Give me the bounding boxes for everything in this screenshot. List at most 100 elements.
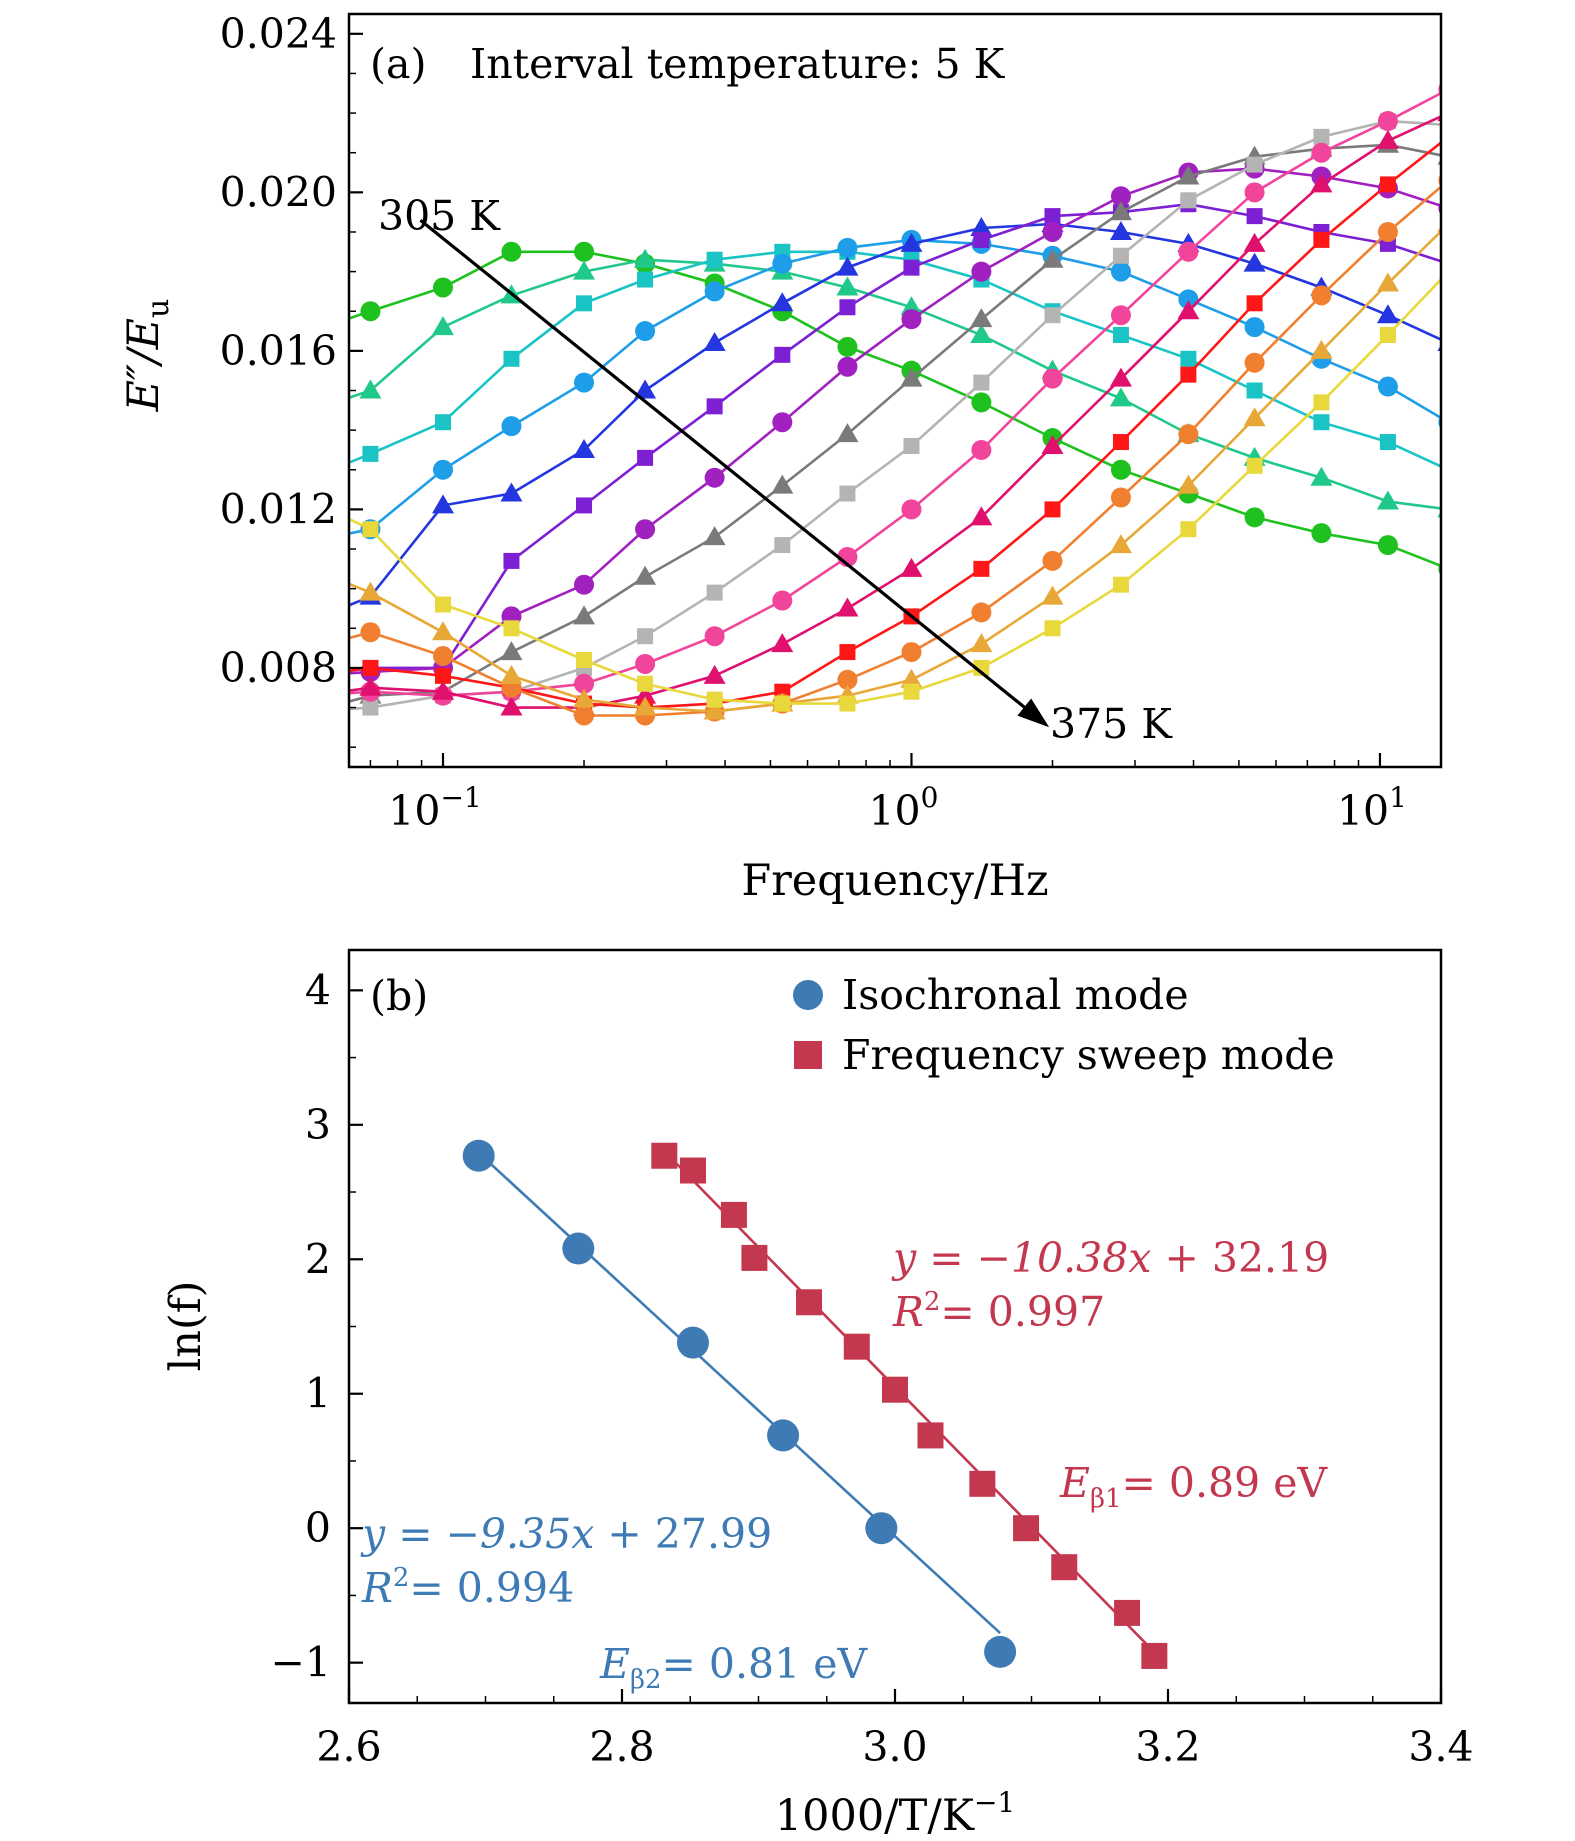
series-2-point xyxy=(435,414,452,431)
b-series-1-point xyxy=(969,1470,996,1497)
series-3-point xyxy=(704,281,725,302)
panel-a-y-axis-label: E″/Eu xyxy=(119,299,176,413)
r2-frequency-sweep: R2= 0.997 xyxy=(892,1287,1105,1336)
b-x-tick-label: 3.4 xyxy=(1408,1723,1473,1771)
series-10-point xyxy=(359,676,382,696)
b-series-0 xyxy=(462,1139,1017,1668)
series-8-point xyxy=(774,537,791,554)
series-13-point xyxy=(634,696,657,716)
series-4-point xyxy=(573,438,596,458)
series-12-line xyxy=(349,185,1441,717)
legend-marker-isochronal xyxy=(793,980,823,1010)
series-13-point xyxy=(1376,272,1399,292)
series-8-point xyxy=(706,584,723,601)
panel-b-y-axis-label: ln(f) xyxy=(161,1281,211,1372)
series-5-point xyxy=(903,259,920,276)
b-series-1-point xyxy=(720,1201,747,1228)
series-6-point xyxy=(837,356,858,377)
series-10-point xyxy=(500,696,523,716)
a-y-tick-label: 0.012 xyxy=(220,485,337,533)
b-x-tick-label: 3.2 xyxy=(1135,1723,1200,1771)
series-4-point xyxy=(1376,304,1399,324)
panel-a-x-axis-label: Frequency/Hz xyxy=(741,856,1048,906)
series-4-point xyxy=(634,379,657,399)
series-8-point xyxy=(1180,192,1197,209)
series-0-line xyxy=(349,250,1441,568)
series-12-point xyxy=(574,705,595,726)
b-series-1-point xyxy=(843,1333,870,1360)
series-13-line xyxy=(349,229,1441,713)
series-2-point xyxy=(362,445,379,462)
series-3-point xyxy=(302,531,322,551)
series-1-point xyxy=(301,399,323,418)
series-12-point xyxy=(1042,550,1063,571)
series-3-point xyxy=(772,253,793,274)
series-2-point xyxy=(576,295,593,312)
panel-a-ticks: 0.008 0.012 0.016 0.020 0.024 10−1 100 101 xyxy=(220,10,1407,835)
series-0-point xyxy=(574,241,595,262)
series-6-point xyxy=(772,412,793,433)
series-1-point xyxy=(1310,466,1333,486)
svg-text:E″/Eu: E″/Eu xyxy=(119,299,176,413)
series-9-point xyxy=(1042,368,1063,389)
series-12-point xyxy=(1244,352,1265,373)
series-12-point xyxy=(433,646,454,667)
series-10-point xyxy=(836,597,859,617)
series-13-point xyxy=(1041,585,1064,605)
series-8-point xyxy=(1112,247,1129,264)
series-11-point xyxy=(1180,366,1197,383)
series-7-point xyxy=(1177,165,1200,185)
series-1-point xyxy=(900,296,923,316)
series-5-point xyxy=(503,552,520,569)
series-12 xyxy=(349,173,1441,726)
series-3-point xyxy=(1377,376,1398,397)
series-9-point xyxy=(901,499,922,520)
panel-b-x-axis-label: 1000/T/K−1 xyxy=(775,1786,1016,1841)
series-13-point xyxy=(432,621,455,641)
series-5-point xyxy=(774,346,791,363)
b-x-tick-label: 3.0 xyxy=(862,1723,927,1771)
series-13-point xyxy=(359,581,382,601)
series-13-point xyxy=(970,633,993,653)
b-series-0-point xyxy=(462,1139,495,1172)
series-12-point xyxy=(901,642,922,663)
series-4-point xyxy=(432,494,455,514)
series-2-point xyxy=(1440,461,1441,478)
series-5-point xyxy=(637,449,654,466)
series-6-point xyxy=(1110,186,1131,207)
series-6-point xyxy=(971,261,992,282)
series-1-point xyxy=(836,276,859,296)
series-1-point xyxy=(432,316,455,336)
b-series-1-point xyxy=(1141,1642,1168,1669)
a-y-tick-label: 0.008 xyxy=(220,644,337,692)
series-12-point xyxy=(360,622,381,643)
series-1-point xyxy=(1376,490,1399,510)
series-3-line xyxy=(349,238,1441,535)
series-2-point xyxy=(637,271,654,288)
series-11-point xyxy=(1379,176,1396,193)
series-1 xyxy=(301,248,1441,518)
series-0-point xyxy=(1377,535,1398,556)
panel-b-ticks: −1 0 1 2 3 4 2.6 2.8 3.0 3.2 3.4 xyxy=(271,966,1474,1771)
series-9-point xyxy=(1377,111,1398,132)
series-0 xyxy=(349,241,1441,576)
b-series-1-point xyxy=(917,1422,944,1449)
series-14-point xyxy=(503,620,520,637)
series-4-point xyxy=(970,217,993,237)
series-13-point xyxy=(1177,474,1200,494)
series-12-point xyxy=(971,602,992,623)
series-1-point xyxy=(970,324,993,344)
b-series-1-point xyxy=(741,1244,768,1271)
series-5-point xyxy=(706,398,723,415)
series-3-point xyxy=(501,416,522,437)
ylabel-main: E″/E xyxy=(119,318,169,412)
series-10-point xyxy=(1177,300,1200,320)
series-0-point xyxy=(360,301,381,322)
series-8-point xyxy=(637,628,654,645)
b-y-tick-label: −1 xyxy=(271,1639,331,1687)
series-13-point xyxy=(1243,407,1266,427)
series-7-point xyxy=(301,701,323,720)
series-8-point xyxy=(839,485,856,502)
series-14-line xyxy=(349,277,1441,705)
series-0-point xyxy=(1244,507,1265,528)
